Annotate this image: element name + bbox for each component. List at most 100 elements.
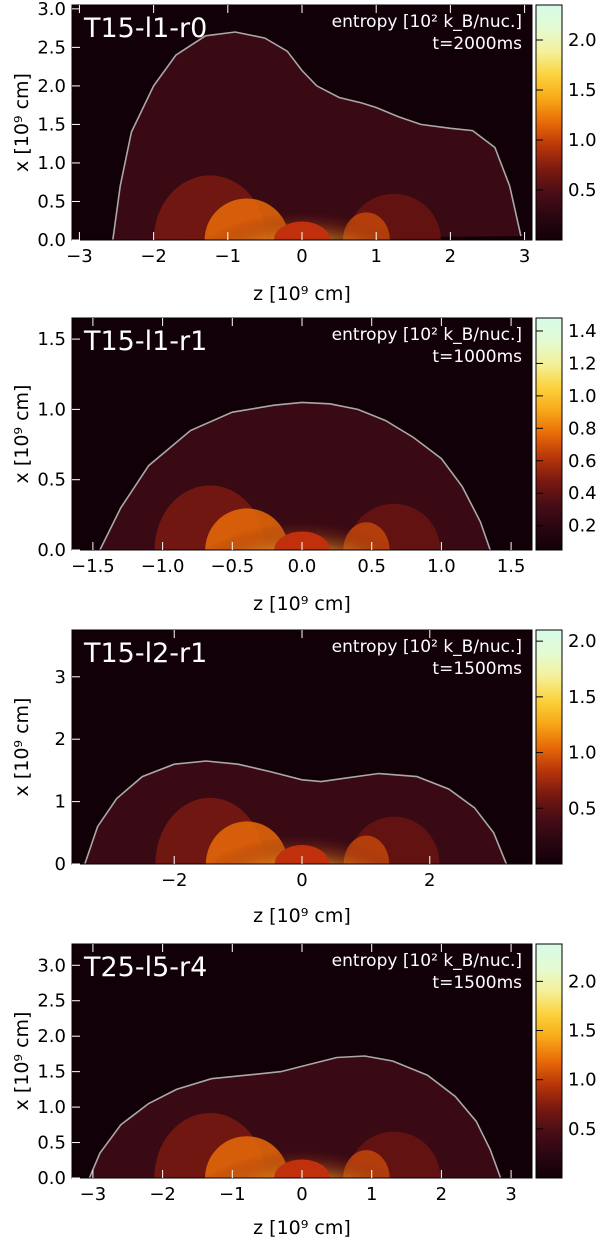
x-axis-label: z [10⁹ cm]	[253, 593, 351, 615]
colorbar-tick-label: 1.5	[568, 80, 597, 101]
y-tick-label: 0.5	[37, 1133, 66, 1154]
colorbar-tick-label: 2.0	[568, 971, 597, 992]
colorbar-tick-label: 1.5	[568, 1021, 597, 1042]
x-tick-label: 1	[366, 1184, 377, 1205]
chart-panel-4: −3 −2 −1 0 1 2 3 0.0 0.5 1.0 1.5 2.0 2.5 3.0 z [10⁹ cm…	[11, 943, 597, 1239]
quantity-label: entropy [10² k_B/nuc.]	[332, 637, 522, 657]
time-label: t=1500ms	[432, 659, 522, 679]
colorbar-tick-label: 1.2	[568, 353, 597, 374]
x-tick-label: −3	[80, 1184, 107, 1205]
y-tick-label: 1.5	[37, 1062, 66, 1083]
y-tick-label: 2	[55, 729, 66, 750]
colorbar	[535, 4, 563, 241]
model-title: T15-l1-r0	[83, 13, 207, 44]
panel-2: −1.5 −1.0 −0.5 0.0 0.5 1.0 1.5 0.0 0.5 1.0 1.5 z [1…	[0, 310, 600, 622]
neutron-star-core	[274, 1159, 330, 1178]
heatmap-field	[99, 401, 491, 550]
x-tick-label: 1.5	[497, 556, 526, 577]
x-tick-label: 0.5	[357, 556, 386, 577]
y-tick-label: 0.5	[37, 191, 66, 212]
x-tick-label: −1.0	[141, 556, 185, 577]
x-tick-label: 2	[445, 246, 456, 267]
y-axis-label: x [10⁹ cm]	[11, 698, 33, 797]
x-tick-label: 0	[296, 870, 307, 891]
y-tick-label: 3.0	[37, 0, 66, 20]
x-tick-label: −2	[161, 870, 188, 891]
hot-bubble	[198, 170, 406, 240]
colorbar-tick-label: 1.4	[568, 321, 597, 342]
x-tick-label: −1	[215, 246, 242, 267]
colorbar-tick-label: 0.6	[568, 451, 597, 472]
y-tick-label: 2.5	[37, 991, 66, 1012]
colorbar	[535, 943, 563, 1179]
y-tick-label: 0.0	[37, 230, 66, 251]
colorbar-tick-label: 0.5	[568, 798, 597, 819]
x-tick-label: −1.5	[71, 556, 115, 577]
neutron-star-core	[274, 531, 330, 550]
colorbar-tick-label: 1.5	[568, 687, 597, 708]
x-axis-label: z [10⁹ cm]	[253, 1217, 351, 1239]
colorbar-tick-label: 0.8	[568, 418, 597, 439]
colorbar-tick-label: 2.0	[568, 631, 597, 652]
model-title: T15-l2-r1	[83, 638, 207, 669]
heatmap-field	[88, 1055, 502, 1178]
panel-1: −3 −2 −1 0 1 2 3 0.0 0.5 1.0 1.5 2.0 2.5 3.0 z [10⁹ cm…	[0, 0, 600, 310]
x-tick-label: −2	[140, 246, 167, 267]
y-tick-label: 0.0	[37, 1168, 66, 1189]
colorbar-tick-label: 2.0	[568, 30, 597, 51]
colorbar-tick-label: 1.0	[568, 130, 597, 151]
y-tick-label: 1	[55, 792, 66, 813]
quantity-label: entropy [10² k_B/nuc.]	[332, 951, 522, 971]
y-tick-label: 1.0	[37, 399, 66, 420]
x-tick-label: −2	[149, 1184, 176, 1205]
panel-3: −2 0 2 0 1 2 3 z [10⁹ cm] x [10⁹ cm] T15-l2-r1 ent…	[0, 622, 600, 932]
x-axis-label: z [10⁹ cm]	[253, 905, 351, 927]
neutron-star-core	[274, 845, 330, 864]
quantity-label: entropy [10² k_B/nuc.]	[332, 12, 522, 32]
heatmap-field	[84, 760, 508, 864]
heatmap-field	[112, 31, 522, 240]
colorbar-tick-label: 1.0	[568, 386, 597, 407]
time-label: t=1000ms	[432, 347, 522, 367]
hot-bubble	[200, 480, 404, 550]
colorbar-tick-label: 0.4	[568, 483, 597, 504]
chart-panel-1: −3 −2 −1 0 1 2 3 0.0 0.5 1.0 1.5 2.0 2.5 3.0 z [10⁹ cm…	[11, 0, 597, 305]
x-tick-label: 3	[519, 246, 530, 267]
y-tick-label: 3	[55, 667, 66, 688]
y-axis-label: x [10⁹ cm]	[11, 73, 33, 172]
time-label: t=2000ms	[432, 34, 522, 54]
chart-panel-2: −1.5 −1.0 −0.5 0.0 0.5 1.0 1.5 0.0 0.5 1.0 1.5 z [1…	[11, 317, 597, 615]
x-tick-label: 0	[296, 246, 307, 267]
colorbar	[535, 317, 563, 551]
y-tick-label: 0.0	[37, 540, 66, 561]
y-tick-label: 1.0	[37, 1097, 66, 1118]
colorbar-tick-label: 1.0	[568, 743, 597, 764]
y-tick-label: 1.5	[37, 329, 66, 350]
panel-4: −3 −2 −1 0 1 2 3 0.0 0.5 1.0 1.5 2.0 2.5 3.0 z [10⁹ cm…	[0, 932, 600, 1245]
colorbar	[535, 629, 563, 865]
x-tick-label: 2	[436, 1184, 447, 1205]
hot-bubble	[202, 792, 402, 864]
y-tick-label: 1.0	[37, 153, 66, 174]
y-tick-label: 2.0	[37, 76, 66, 97]
y-tick-label: 0	[55, 854, 66, 875]
x-tick-label: 1.0	[427, 556, 456, 577]
chart-panel-3: −2 0 2 0 1 2 3 z [10⁹ cm] x [10⁹ cm] T15-l2-r1 ent…	[11, 629, 597, 927]
y-tick-label: 1.5	[37, 114, 66, 135]
colorbar-tick-label: 1.0	[568, 1070, 597, 1091]
y-tick-label: 2.5	[37, 37, 66, 58]
model-title: T15-l1-r1	[83, 326, 207, 357]
colorbar-tick-label: 0.2	[568, 516, 597, 537]
model-title: T25-l5-r4	[83, 952, 207, 983]
y-tick-label: 2.0	[37, 1026, 66, 1047]
colorbar-tick-label: 0.5	[568, 1119, 597, 1140]
x-tick-label: 3	[505, 1184, 516, 1205]
y-tick-label: 0.5	[37, 470, 66, 491]
time-label: t=1500ms	[432, 973, 522, 993]
x-tick-label: 0	[296, 1184, 307, 1205]
shock-front-line	[99, 401, 491, 550]
x-axis-label: z [10⁹ cm]	[253, 283, 351, 305]
neutron-star-core	[273, 221, 331, 240]
shock-front-line	[84, 760, 508, 864]
y-axis-label: x [10⁹ cm]	[11, 385, 33, 484]
